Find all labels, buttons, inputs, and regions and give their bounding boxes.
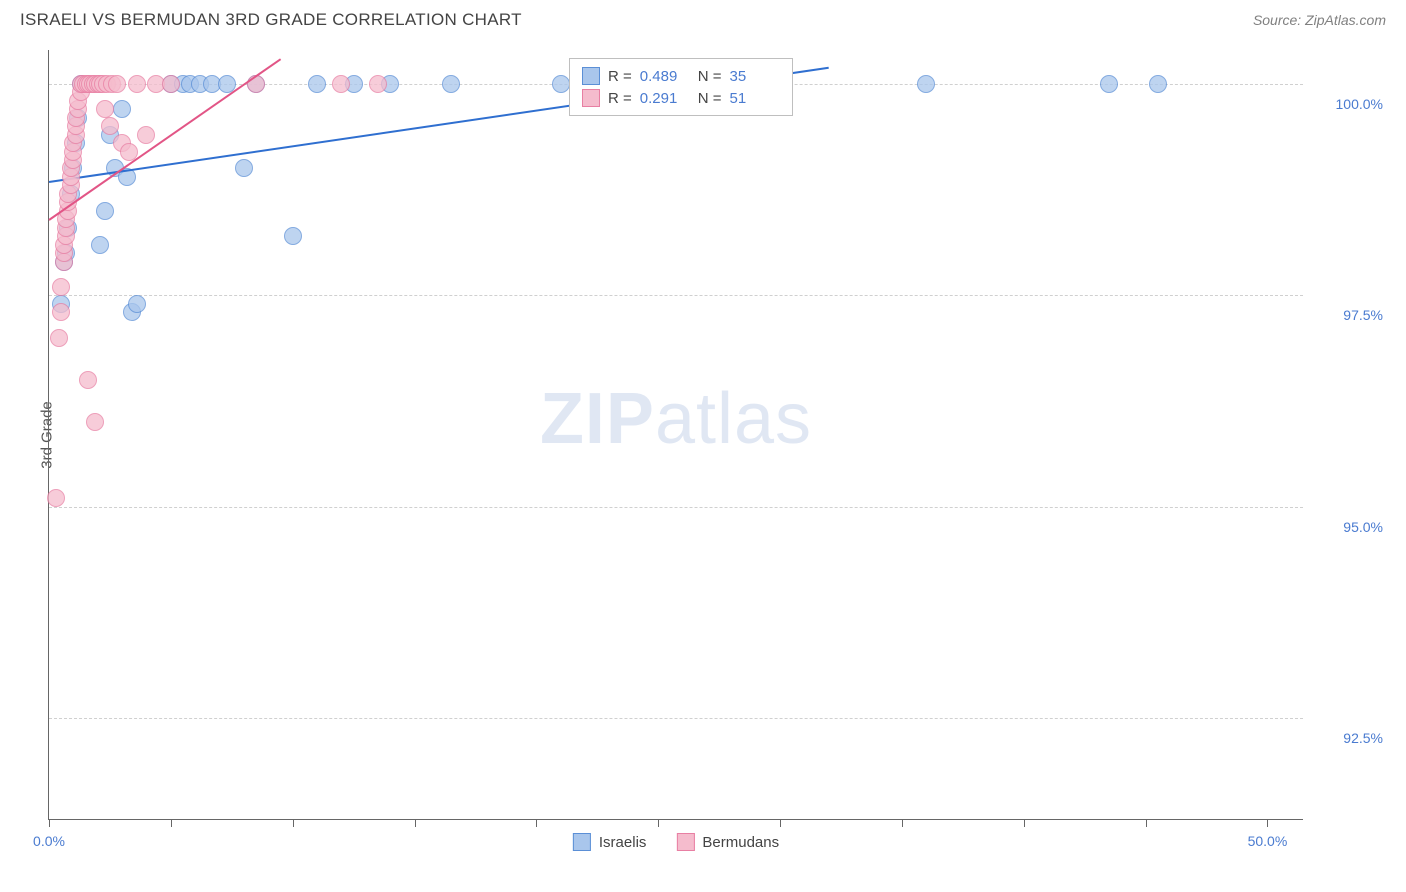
legend-item: Bermudans <box>676 833 779 851</box>
data-point <box>332 75 350 93</box>
data-point <box>128 75 146 93</box>
x-tick-label: 0.0% <box>33 833 65 849</box>
data-point <box>79 371 97 389</box>
gridline <box>49 507 1303 508</box>
series-legend: Israelis Bermudans <box>573 833 779 851</box>
x-tick <box>49 819 50 827</box>
data-point <box>284 227 302 245</box>
stats-legend-row: R =0.291N =51 <box>582 87 780 109</box>
source-label: Source: ZipAtlas.com <box>1253 12 1386 28</box>
data-point <box>442 75 460 93</box>
data-point <box>47 489 65 507</box>
data-point <box>308 75 326 93</box>
data-point <box>86 413 104 431</box>
data-point <box>52 278 70 296</box>
watermark: ZIPatlas <box>540 378 812 460</box>
data-point <box>369 75 387 93</box>
data-point <box>235 159 253 177</box>
data-point <box>101 117 119 135</box>
x-tick <box>415 819 416 827</box>
chart-header: ISRAELI VS BERMUDAN 3RD GRADE CORRELATIO… <box>0 0 1406 35</box>
gridline <box>49 718 1303 719</box>
x-tick-label: 50.0% <box>1248 833 1288 849</box>
data-point <box>91 236 109 254</box>
y-tick-label: 92.5% <box>1313 730 1383 746</box>
x-tick <box>1267 819 1268 827</box>
x-tick <box>1146 819 1147 827</box>
data-point <box>128 295 146 313</box>
legend-swatch <box>573 833 591 851</box>
x-tick <box>171 819 172 827</box>
data-point <box>113 100 131 118</box>
legend-swatch <box>676 833 694 851</box>
legend-label: Israelis <box>599 834 647 851</box>
data-point <box>1149 75 1167 93</box>
chart-container: 3rd Grade ZIPatlas 92.5%95.0%97.5%100.0%… <box>48 50 1388 820</box>
y-tick-label: 95.0% <box>1313 519 1383 535</box>
legend-swatch <box>582 89 600 107</box>
x-tick <box>293 819 294 827</box>
x-tick <box>536 819 537 827</box>
legend-item: Israelis <box>573 833 647 851</box>
x-tick <box>780 819 781 827</box>
stats-legend: R =0.489N =35R =0.291N =51 <box>569 58 793 116</box>
gridline <box>49 295 1303 296</box>
y-tick-label: 97.5% <box>1313 307 1383 323</box>
data-point <box>552 75 570 93</box>
data-point <box>108 75 126 93</box>
data-point <box>247 75 265 93</box>
x-tick <box>1024 819 1025 827</box>
data-point <box>137 126 155 144</box>
data-point <box>917 75 935 93</box>
chart-title: ISRAELI VS BERMUDAN 3RD GRADE CORRELATIO… <box>20 10 522 30</box>
plot-area: ZIPatlas 92.5%95.0%97.5%100.0%0.0%50.0%R… <box>48 50 1303 820</box>
y-tick-label: 100.0% <box>1313 96 1383 112</box>
data-point <box>96 100 114 118</box>
data-point <box>50 329 68 347</box>
stats-legend-row: R =0.489N =35 <box>582 65 780 87</box>
data-point <box>52 303 70 321</box>
x-tick <box>902 819 903 827</box>
legend-label: Bermudans <box>702 834 779 851</box>
legend-swatch <box>582 67 600 85</box>
x-tick <box>658 819 659 827</box>
data-point <box>96 202 114 220</box>
data-point <box>1100 75 1118 93</box>
data-point <box>162 75 180 93</box>
